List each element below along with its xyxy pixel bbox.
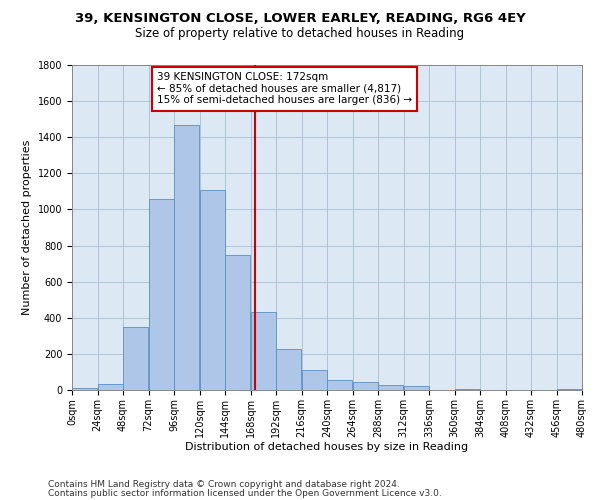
- Bar: [174, 124, 199, 390]
- Bar: [302, 370, 327, 390]
- Text: Contains public sector information licensed under the Open Government Licence v3: Contains public sector information licen…: [48, 488, 442, 498]
- Bar: [557, 389, 582, 390]
- Text: Contains HM Land Registry data © Crown copyright and database right 2024.: Contains HM Land Registry data © Crown c…: [48, 480, 400, 489]
- Text: 39 KENSINGTON CLOSE: 172sqm
← 85% of detached houses are smaller (4,817)
15% of : 39 KENSINGTON CLOSE: 172sqm ← 85% of det…: [157, 72, 412, 106]
- X-axis label: Distribution of detached houses by size in Reading: Distribution of detached houses by size …: [185, 442, 469, 452]
- Bar: [225, 256, 250, 390]
- Bar: [251, 312, 276, 390]
- Bar: [123, 327, 148, 390]
- Bar: [276, 350, 301, 390]
- Bar: [98, 384, 123, 390]
- Bar: [353, 382, 378, 390]
- Text: Size of property relative to detached houses in Reading: Size of property relative to detached ho…: [136, 28, 464, 40]
- Bar: [378, 384, 403, 390]
- Bar: [455, 389, 480, 390]
- Bar: [404, 386, 429, 390]
- Text: 39, KENSINGTON CLOSE, LOWER EARLEY, READING, RG6 4EY: 39, KENSINGTON CLOSE, LOWER EARLEY, READ…: [74, 12, 526, 26]
- Bar: [72, 388, 97, 390]
- Bar: [149, 198, 174, 390]
- Bar: [327, 380, 352, 390]
- Bar: [200, 190, 225, 390]
- Y-axis label: Number of detached properties: Number of detached properties: [22, 140, 32, 315]
